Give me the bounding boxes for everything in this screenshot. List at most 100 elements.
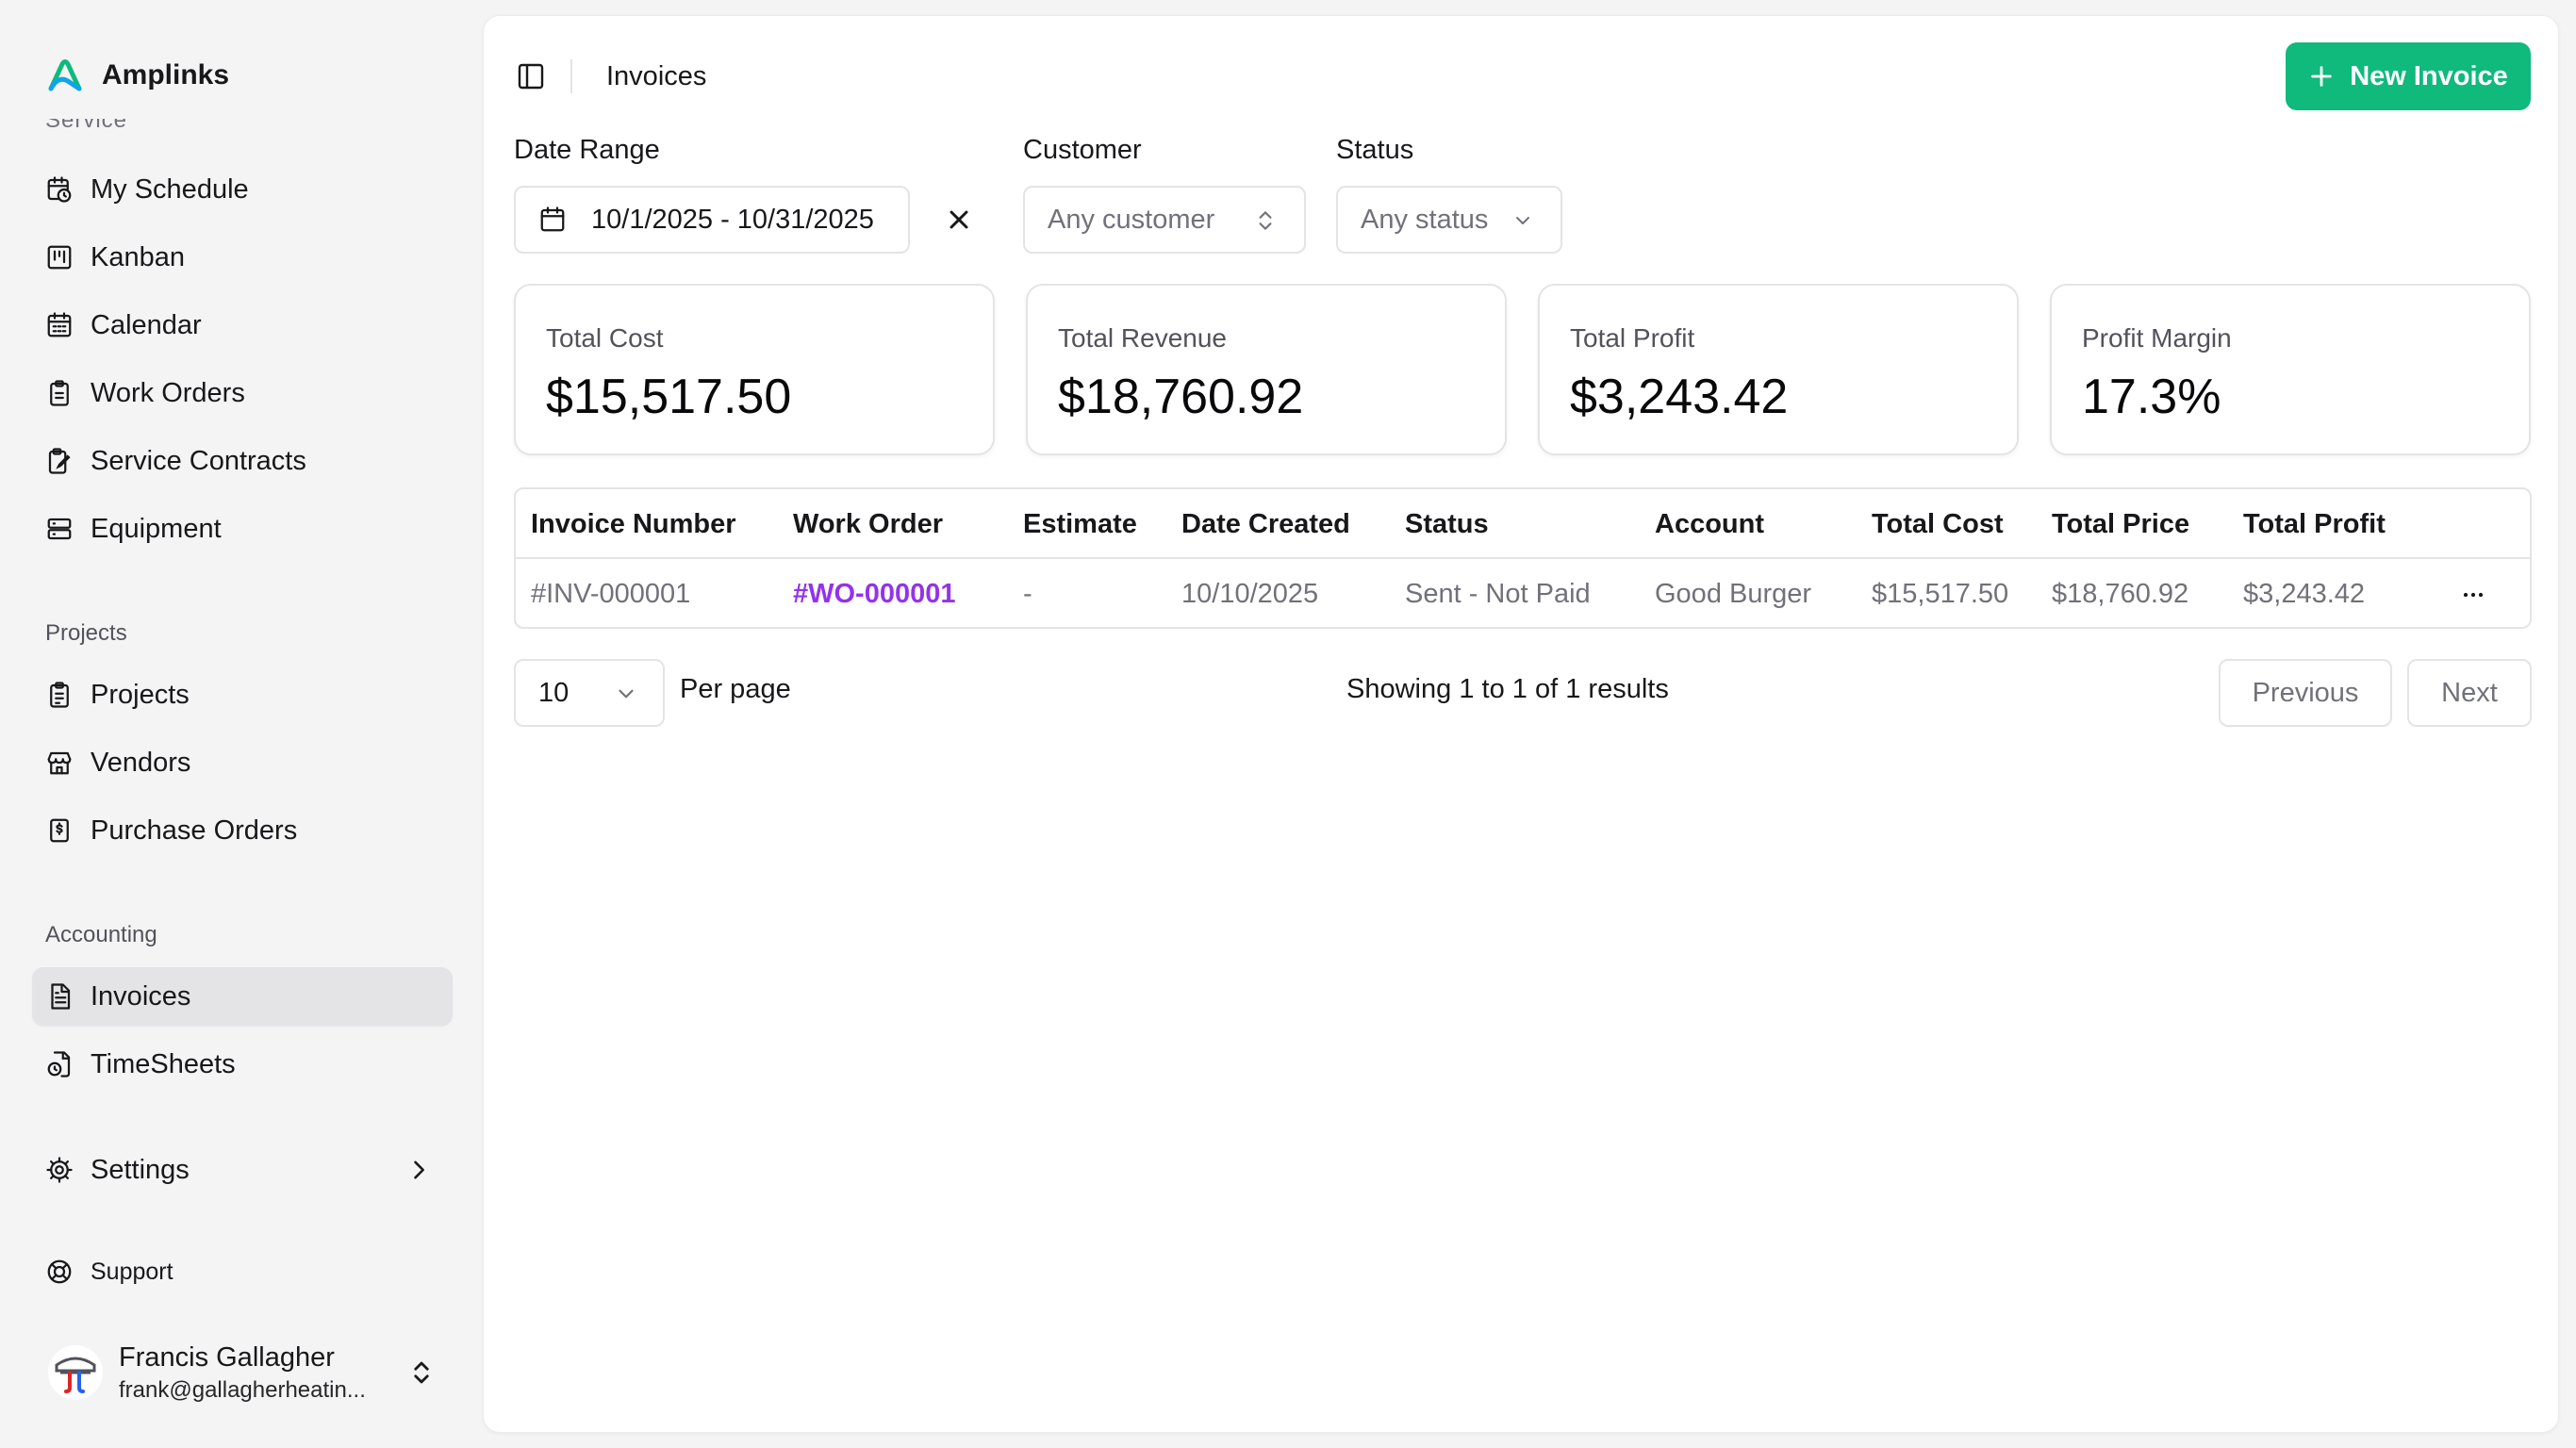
chevron-up-down-icon [414,1361,429,1384]
column-header[interactable]: Total Profit [2243,509,2386,539]
status-placeholder: Any status [1361,204,1489,235]
sidebar-item-work-orders[interactable]: Work Orders [32,364,453,422]
results-total: 1 [1565,674,1581,704]
sidebar-item-label: Settings [91,1154,190,1185]
next-page-button[interactable]: Next [2407,659,2532,727]
column-header[interactable]: Estimate [1023,509,1137,539]
section-label-service: Service [45,119,128,133]
sidebar-item-invoices[interactable]: Invoices [32,967,453,1026]
customer-select[interactable]: Any customer [1023,186,1306,254]
customer-label: Customer [1023,135,1142,165]
sidebar-item-label: My Schedule [91,173,249,205]
clipboard-icon [50,380,69,406]
user-name: Francis Gallagher [119,1341,335,1373]
file-signature-icon [48,448,71,474]
page-title: Invoices [606,61,707,91]
user-email: frank@gallagherheatin... [119,1376,366,1403]
sidebar-item-kanban[interactable]: Kanban [32,228,453,287]
brand[interactable]: Amplinks [45,55,229,96]
calendar-icon [47,312,72,337]
sidebar-item-purchase-orders[interactable]: Purchase Orders [32,801,453,860]
stat-card-total-cost: Total Cost $15,517.50 [514,284,995,455]
chevron-right-icon [414,1160,424,1179]
date-range-picker[interactable]: 10/1/2025 - 10/31/2025 [514,186,910,254]
results-from: 1 [1459,674,1475,704]
column-header[interactable]: Status [1405,509,1489,539]
stat-label: Total Revenue [1058,323,1228,353]
date-range-label: Date Range [514,135,660,165]
new-invoice-label: New Invoice [2350,60,2508,91]
main-panel: Invoices New Invoice Date Range Customer… [483,15,2559,1433]
amplinks-logo-icon [48,59,82,91]
column-header[interactable]: Total Cost [1872,509,2004,539]
stat-card-total-revenue: Total Revenue $18,760.92 [1026,284,1507,455]
results-mid-to: to [1474,674,1512,704]
total-price-cell: $18,760.92 [2052,579,2189,609]
sidebar: Amplinks Service My Schedule Kanban Cale… [0,0,479,1448]
avatar [48,1345,103,1400]
user-menu[interactable]: Francis Gallagher frank@gallagherheatin.… [32,1329,453,1416]
topbar-divider [570,59,572,93]
column-header[interactable]: Account [1655,509,1764,539]
more-horizontal-icon[interactable] [2458,580,2488,610]
stat-value: $3,243.42 [1570,370,1789,424]
customer-placeholder: Any customer [1048,204,1215,235]
sidebar-item-service-contracts[interactable]: Service Contracts [32,432,453,490]
lifebuoy-icon [47,1259,72,1284]
stat-card-profit-margin: Profit Margin 17.3% [2050,284,2531,455]
server-icon [47,518,72,540]
column-header[interactable]: Date Created [1181,509,1350,539]
sidebar-item-support[interactable]: Support [32,1242,453,1301]
invoices-table: Invoice Number Work Order Estimate Date … [514,487,2532,629]
status-select[interactable]: Any status [1336,186,1562,254]
column-header[interactable]: Invoice Number [531,509,736,539]
column-header[interactable]: Work Order [793,509,944,539]
sidebar-item-projects[interactable]: Projects [32,666,453,724]
sidebar-item-label: Equipment [91,513,222,544]
stat-label: Total Profit [1570,323,1695,353]
column-header[interactable]: Total Price [2052,509,2190,539]
per-page-label: Per page [680,674,791,704]
sidebar-item-label: Projects [91,679,190,710]
sidebar-toggle-icon[interactable] [516,61,546,91]
status-label: Status [1336,135,1414,165]
kanban-icon [47,245,72,270]
invoice-number-cell: #INV-000001 [531,579,691,609]
sidebar-item-label: Kanban [91,241,185,272]
clipboard-list-icon [50,682,69,708]
sidebar-item-label: Vendors [91,747,191,778]
sidebar-item-calendar[interactable]: Calendar [32,296,453,354]
sidebar-item-equipment[interactable]: Equipment [32,500,453,558]
sidebar-item-label: Purchase Orders [91,814,298,846]
sidebar-item-timesheets[interactable]: TimeSheets [32,1035,453,1094]
stat-card-total-profit: Total Profit $3,243.42 [1538,284,2019,455]
clear-date-range-icon[interactable] [944,205,974,235]
new-invoice-button[interactable]: New Invoice [2286,42,2531,110]
per-page-select[interactable]: 10 [514,659,665,727]
sidebar-item-vendors[interactable]: Vendors [32,733,453,792]
per-page-value: 10 [538,677,570,708]
sidebar-item-label: Invoices [91,980,191,1012]
status-cell: Sent - Not Paid [1405,579,1591,609]
table-header-row: Invoice Number Work Order Estimate Date … [516,489,2530,559]
work-order-link[interactable]: #WO-000001 [793,579,956,609]
sidebar-item-label: Work Orders [91,377,245,408]
plus-icon [2311,66,2332,87]
gear-icon [46,1157,73,1183]
sidebar-item-label: Service Contracts [91,445,306,476]
sidebar-item-my-schedule[interactable]: My Schedule [32,160,453,219]
previous-page-button[interactable]: Previous [2219,659,2392,727]
chevron-down-icon [1516,217,1529,224]
table-row[interactable]: #INV-000001 #WO-000001 - 10/10/2025 Sent… [516,559,2530,627]
group-label-accounting: Accounting [45,922,157,947]
brand-name: Amplinks [102,59,230,90]
file-clock-icon [47,1051,71,1078]
stat-value: 17.3% [2082,370,2221,424]
stat-label: Total Cost [546,323,664,353]
date-created-cell: 10/10/2025 [1181,579,1319,609]
stat-value: $18,760.92 [1058,370,1304,424]
group-label-projects: Projects [45,620,127,646]
sidebar-item-label: TimeSheets [91,1048,236,1079]
sidebar-item-settings[interactable]: Settings [32,1141,453,1199]
sidebar-item-label: Calendar [91,309,202,340]
